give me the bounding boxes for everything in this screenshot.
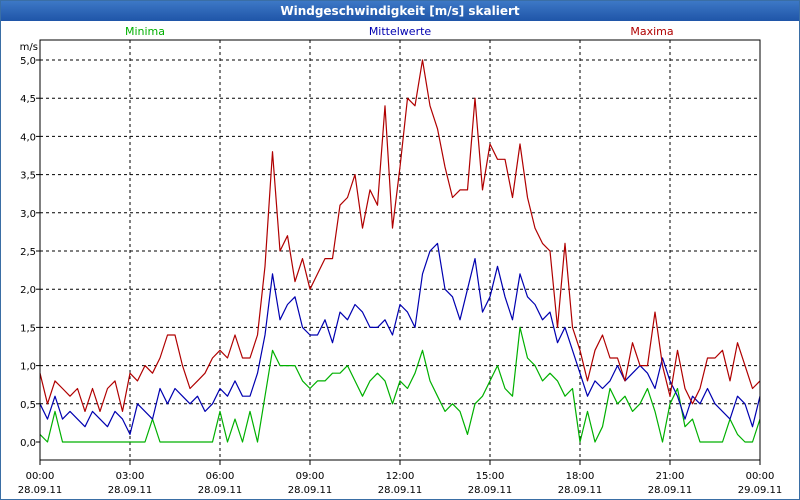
y-tick-label: 0,0	[20, 438, 36, 449]
x-tick-date: 28.09.11	[18, 485, 63, 496]
x-tick-time: 09:00	[296, 471, 325, 482]
y-tick-label: 5,0	[20, 56, 36, 67]
x-tick-time: 12:00	[386, 471, 415, 482]
y-tick-label: 3,5	[20, 171, 36, 182]
x-tick-time: 06:00	[206, 471, 235, 482]
x-tick-time: 21:00	[656, 471, 685, 482]
x-tick-time: 00:00	[26, 471, 55, 482]
x-tick-date: 28.09.11	[108, 485, 153, 496]
x-tick-time: 00:00	[746, 471, 775, 482]
y-tick-label: 3,0	[20, 209, 36, 220]
x-tick-time: 15:00	[476, 471, 505, 482]
legend-mittelwerte: Mittelwerte	[369, 25, 432, 38]
y-tick-label: 4,5	[20, 94, 36, 105]
x-tick-time: 03:00	[116, 471, 145, 482]
x-tick-date: 28.09.11	[648, 485, 693, 496]
y-tick-label: 0,5	[20, 400, 36, 411]
legend-maxima: Maxima	[630, 25, 673, 38]
x-tick-date: 28.09.11	[558, 485, 603, 496]
x-tick-date: 28.09.11	[468, 485, 513, 496]
x-tick-time: 18:00	[566, 471, 595, 482]
x-tick-date: 28.09.11	[288, 485, 333, 496]
y-tick-label: 2,5	[20, 247, 36, 258]
x-tick-date: 28.09.11	[198, 485, 243, 496]
x-tick-date: 28.09.11	[378, 485, 423, 496]
y-axis-label: m/s	[20, 42, 38, 53]
series-line-mittelwerte	[39, 242, 761, 435]
y-tick-label: 1,5	[20, 323, 36, 334]
chart-title: Windgeschwindigkeit [m/s] skaliert	[1, 1, 799, 21]
y-tick-label: 1,0	[20, 362, 36, 373]
legend-minima: Minima	[125, 25, 165, 38]
series-line-maxima	[39, 59, 761, 412]
series-line-minima	[39, 326, 761, 443]
y-tick-label: 2,0	[20, 285, 36, 296]
x-tick-date: 29.09.11	[738, 485, 783, 496]
y-tick-label: 4,0	[20, 132, 36, 143]
